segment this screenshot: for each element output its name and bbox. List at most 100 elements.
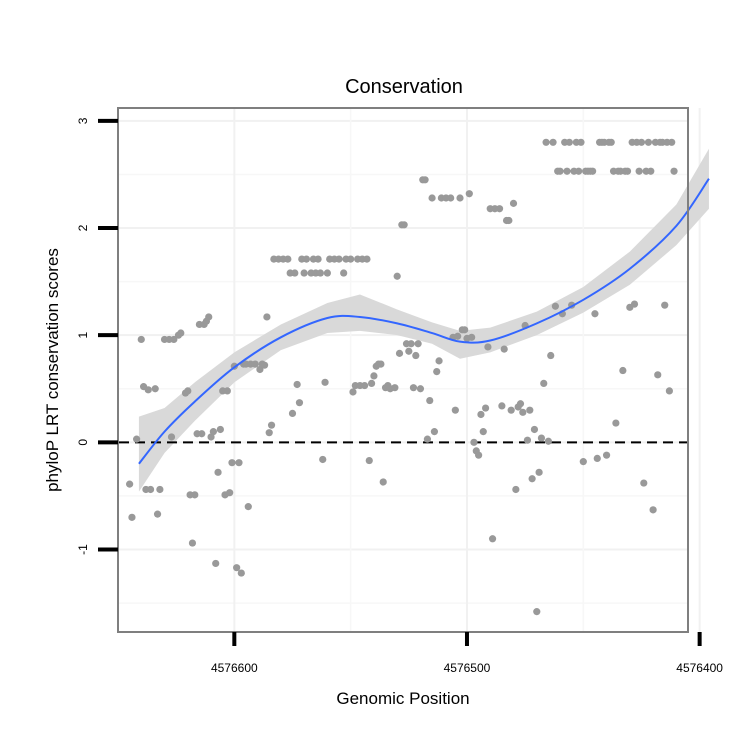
data-point	[509, 199, 518, 207]
data-point	[228, 459, 236, 467]
confidence-band-area	[138, 148, 709, 492]
data-point	[426, 396, 434, 405]
chart-title: Conservation	[345, 76, 463, 98]
data-point	[126, 480, 134, 488]
y-axis: -1 0 1 2 3	[76, 117, 118, 555]
data-point	[612, 419, 620, 427]
data-point	[668, 138, 676, 146]
data-point	[435, 357, 443, 365]
data-point	[340, 269, 348, 277]
data-point	[647, 167, 655, 175]
data-point	[409, 384, 418, 392]
data-point	[212, 559, 220, 568]
data-point	[347, 255, 355, 263]
data-point	[214, 468, 222, 476]
data-point	[475, 451, 483, 459]
data-point	[184, 387, 192, 395]
data-point	[549, 138, 557, 146]
y-tick-label: 3	[76, 117, 90, 124]
data-point	[191, 491, 199, 499]
data-points	[126, 138, 678, 616]
panel-border	[117, 107, 689, 633]
data-point	[661, 301, 669, 309]
data-point	[423, 435, 432, 443]
data-point	[405, 347, 413, 355]
data-point	[512, 485, 520, 494]
data-point	[470, 438, 478, 446]
data-point	[456, 194, 464, 202]
data-point	[323, 269, 331, 277]
data-point	[484, 343, 492, 351]
data-point	[367, 379, 376, 387]
data-point	[237, 569, 245, 577]
data-point	[146, 485, 155, 494]
data-point	[267, 421, 276, 429]
data-point	[477, 410, 485, 419]
data-point	[547, 351, 555, 360]
data-point	[198, 430, 206, 438]
data-point	[635, 167, 643, 175]
data-point	[370, 372, 378, 380]
data-point	[265, 429, 273, 437]
data-point	[412, 351, 420, 360]
data-point	[335, 255, 343, 263]
data-point	[400, 221, 408, 229]
data-point	[623, 167, 632, 175]
data-point	[235, 459, 243, 467]
data-point	[593, 454, 601, 463]
data-point	[465, 190, 473, 198]
smooth-line	[138, 178, 710, 465]
data-point	[644, 138, 653, 146]
data-point	[314, 255, 322, 263]
data-point	[505, 216, 513, 225]
y-tick-label: 0	[76, 439, 90, 446]
data-point	[216, 425, 224, 434]
data-point	[428, 194, 436, 202]
data-point	[391, 384, 399, 392]
data-point	[479, 428, 487, 436]
data-point	[288, 409, 297, 417]
data-point	[447, 194, 455, 202]
data-point	[407, 340, 415, 348]
data-point	[530, 425, 539, 434]
data-point	[528, 475, 536, 483]
data-point	[481, 404, 490, 412]
y-tick-label: -1	[76, 544, 90, 555]
data-point	[526, 406, 534, 414]
x-tick-label: 4576400	[676, 661, 723, 675]
data-point	[640, 479, 648, 487]
y-tick-label: 1	[76, 332, 90, 339]
data-point	[226, 489, 234, 497]
data-point	[649, 506, 657, 514]
data-point	[537, 434, 546, 442]
data-point	[263, 313, 271, 321]
data-point	[433, 368, 441, 376]
data-point	[563, 167, 571, 175]
data-point	[133, 435, 141, 443]
data-point	[295, 399, 304, 407]
data-point	[579, 458, 587, 466]
data-point	[607, 138, 615, 146]
data-point	[156, 485, 164, 494]
data-point	[377, 360, 385, 368]
data-point	[379, 478, 387, 486]
panel-background	[118, 108, 688, 632]
data-point	[170, 335, 178, 344]
data-point	[589, 167, 597, 175]
data-point	[461, 326, 469, 334]
data-point	[495, 205, 504, 213]
data-point	[153, 510, 162, 518]
data-point	[291, 269, 299, 277]
data-point	[209, 428, 217, 436]
data-point	[454, 332, 462, 340]
data-point	[451, 406, 459, 414]
plot-panel	[117, 107, 710, 633]
data-point	[260, 361, 269, 369]
data-point	[319, 455, 327, 464]
data-point	[316, 269, 325, 277]
data-point	[144, 386, 152, 394]
data-point	[565, 138, 573, 146]
data-point	[151, 385, 159, 393]
data-point	[654, 371, 662, 379]
